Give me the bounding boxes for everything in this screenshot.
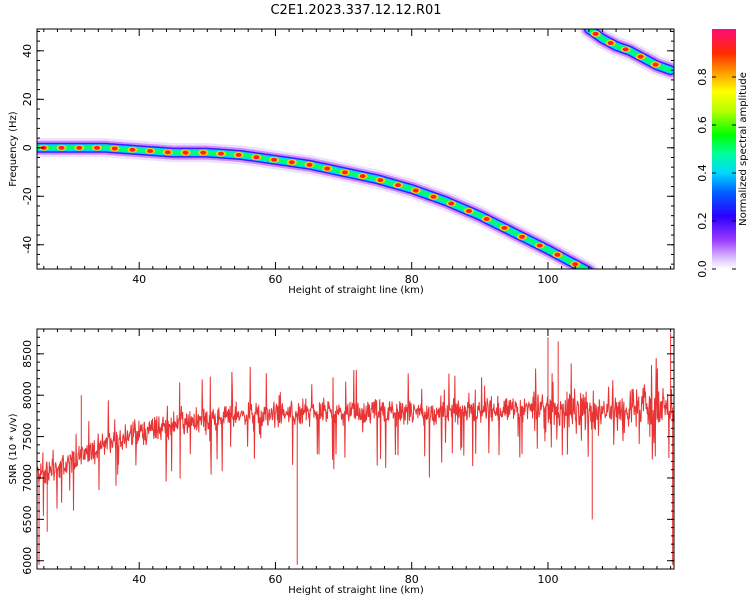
ridge-knot-core	[58, 145, 65, 150]
ridge-knot-core	[412, 188, 419, 193]
snr-ticks: 40 60 80 100 6000 6500 7000 7500 8000 8500	[21, 328, 674, 586]
snr-y-tick-label: 6000	[21, 547, 34, 575]
snr-y-tick-label: 7000	[21, 464, 34, 492]
ridge-knot-core	[164, 150, 171, 155]
ridge-knot-core	[465, 209, 472, 214]
spectrogram-ticks: 40 60 80 100 -40 -20 0 20 40	[21, 29, 674, 286]
ridge-knot-core	[111, 146, 118, 151]
ridge-knot-core	[76, 145, 83, 150]
ridge-knot-core	[448, 201, 455, 206]
ridge-knot-core	[592, 31, 599, 36]
colorbar-tick-label: 0.4	[696, 164, 709, 182]
spectrogram-x-tick-label: 100	[537, 273, 558, 286]
figure-title: C2E1.2023.337.12.12.R01	[270, 3, 441, 18]
spectrogram-y-tick-label: -40	[21, 236, 34, 254]
snr-y-tick-label: 6500	[21, 505, 34, 533]
ridge-knot-core	[341, 170, 348, 175]
spectrogram-y-tick-label: 40	[21, 44, 34, 58]
spectrogram-frame	[36, 28, 675, 270]
ridge-knot-core	[147, 148, 154, 153]
ridge-knot-core	[377, 178, 384, 183]
ridge-knot-core	[271, 157, 278, 162]
snr-x-tick-label: 60	[268, 573, 282, 586]
spectrogram-x-tick-label: 40	[132, 273, 146, 286]
ridge-knot-core	[359, 174, 366, 179]
ridge-knot-core	[93, 145, 100, 150]
ridge-knot-core	[235, 152, 242, 157]
ridge-knot-core	[253, 155, 260, 160]
ridge-knot-core	[324, 166, 331, 171]
spectrogram-panel: 40 60 80 100 -40 -20 0 20 40 Height of straight …	[8, 28, 675, 296]
snr-panel: 40 60 80 100 6000 6500 7000 7500 8000 8500 Height…	[8, 328, 675, 596]
snr-series	[37, 333, 674, 565]
spectrogram-y-tick-label: 20	[21, 92, 34, 106]
colorbar-tick-label: 0.8	[696, 68, 709, 86]
spectrogram-y-tick-label: -20	[21, 187, 34, 205]
ridge-knot-core	[501, 225, 508, 230]
ridge-knot-core	[554, 252, 561, 257]
snr-y-tick-label: 8000	[21, 381, 34, 409]
ridge-knot-core	[607, 41, 614, 46]
spectrogram-ridges	[37, 29, 674, 269]
ridge-knot-core	[536, 243, 543, 248]
colorbar-tick-label: 0.0	[696, 260, 709, 278]
ridge-knot-core	[129, 147, 136, 152]
ridge-knot-core	[483, 217, 490, 222]
snr-y-axis-label: SNR (10 * v/v)	[8, 413, 19, 484]
spectrogram-x-tick-label: 80	[405, 273, 419, 286]
ridge-knot-core	[200, 150, 207, 155]
ridge-knot-core	[395, 183, 402, 188]
ridge-knot-core	[182, 150, 189, 155]
snr-x-axis-label: Height of straight line (km)	[288, 585, 424, 596]
colorbar-tick-label: 0.6	[696, 116, 709, 134]
ridge-knot-core	[430, 194, 437, 199]
ridge-knot-core	[637, 54, 644, 59]
snr-frame	[36, 328, 675, 570]
colorbar-gradient	[712, 29, 736, 269]
ridge-knot-core	[572, 262, 579, 267]
ridge-knot-core	[622, 47, 629, 52]
snr-y-tick-label: 7500	[21, 423, 34, 451]
snr-x-tick-label: 40	[132, 573, 146, 586]
ridge-knot-core	[288, 160, 295, 165]
snr-line	[37, 358, 674, 516]
spectrogram-y-axis-label: Frequency (Hz)	[8, 111, 19, 187]
snr-x-tick-label: 100	[537, 573, 558, 586]
ridge-knot-core	[306, 162, 313, 167]
spectrogram-y-tick-label: 0	[21, 144, 34, 151]
ridge-knot-core	[652, 62, 659, 67]
ridge-knot-core	[519, 234, 526, 239]
spectrogram-x-axis-label: Height of straight line (km)	[288, 285, 424, 296]
spectrogram-x-tick-label: 60	[268, 273, 282, 286]
colorbar-ticks: 0.0 0.2 0.4 0.6 0.8	[696, 68, 736, 278]
colorbar: 0.0 0.2 0.4 0.6 0.8 Normalized spectral ampl…	[696, 29, 749, 278]
colorbar-tick-label: 0.2	[696, 212, 709, 230]
snr-x-tick-label: 80	[405, 573, 419, 586]
snr-y-tick-label: 8500	[21, 340, 34, 368]
ridge-knot-core	[217, 151, 224, 156]
colorbar-label: Normalized spectral amplitude	[738, 72, 749, 226]
